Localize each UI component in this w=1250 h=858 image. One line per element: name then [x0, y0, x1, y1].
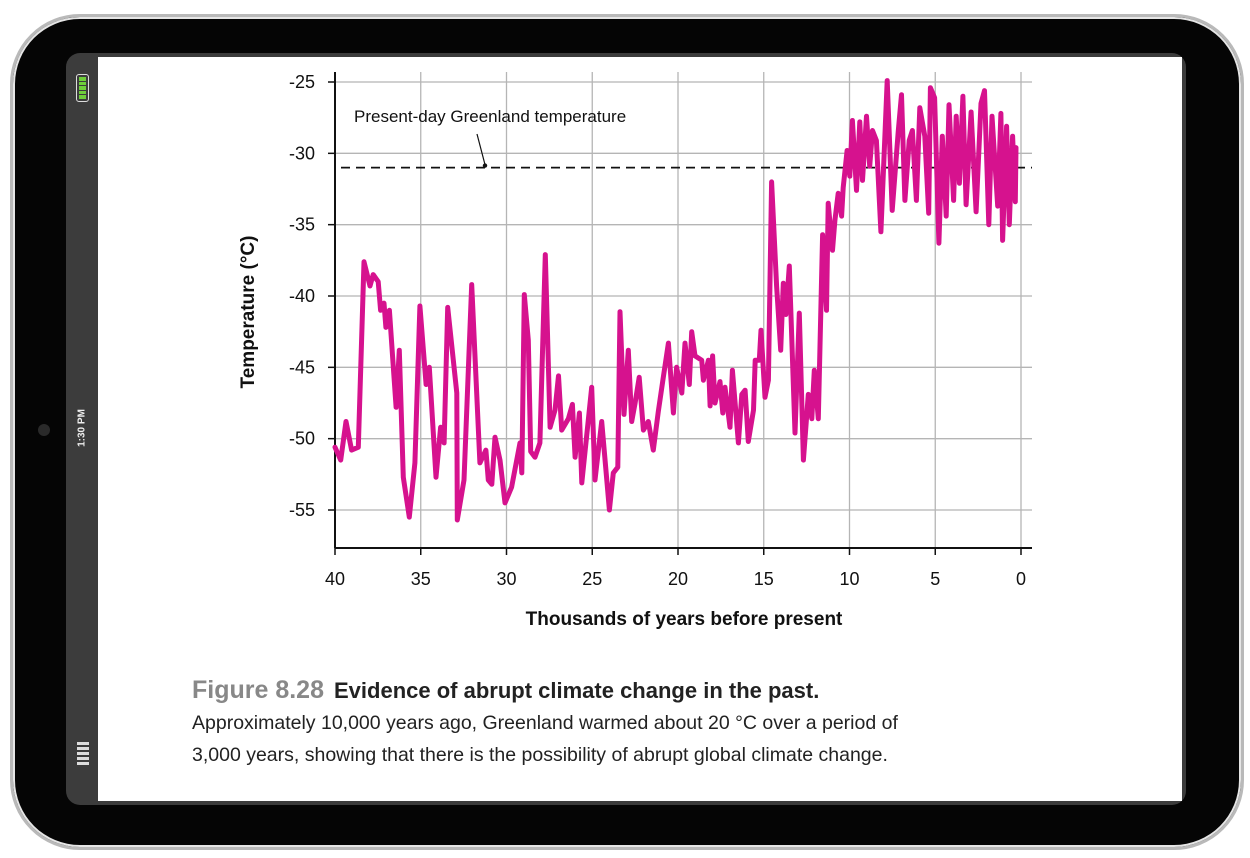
- x-tick-label: 5: [930, 569, 940, 589]
- series-group: [332, 78, 1019, 523]
- battery-icon: [76, 74, 89, 102]
- figure-title: Evidence of abrupt climate change in the…: [334, 678, 820, 703]
- annotation-dot: [482, 163, 488, 168]
- x-tick-label: 0: [1016, 569, 1026, 589]
- y-tick-label: -30: [289, 143, 315, 163]
- x-tick-label: 25: [582, 569, 602, 589]
- x-tick-label: 10: [839, 569, 859, 589]
- y-tick-label: -55: [289, 500, 315, 520]
- caption-line-2: 3,000 years, showing that there is the p…: [192, 744, 888, 766]
- camera-icon: [38, 424, 50, 436]
- annotation-pointer: [476, 133, 486, 165]
- temperature-line: [332, 78, 1019, 523]
- y-tick-label: -35: [289, 215, 315, 235]
- x-tick-label: 15: [754, 569, 774, 589]
- x-tick-label: 35: [411, 569, 431, 589]
- figure-caption: Figure 8.28 Evidence of abrupt climate ch…: [192, 676, 1092, 771]
- x-axis-label: Thousands of years before present: [526, 609, 843, 630]
- axes: 40 35 30 25 20 15 10 5 0 -25 -30 -35 -40 -45 -50 -55: [289, 72, 1032, 589]
- reference-line-label: Present-day Greenland temperature: [354, 107, 626, 126]
- y-tick-label: -50: [289, 429, 315, 449]
- menu-icon[interactable]: [77, 742, 89, 765]
- y-axis-label: Temperature (°C): [238, 236, 259, 389]
- y-tick-label: -45: [289, 357, 315, 377]
- x-tick-label: 20: [668, 569, 688, 589]
- x-tick-label: 40: [325, 569, 345, 589]
- caption-line-1: Approximately 10,000 years ago, Greenlan…: [192, 712, 898, 734]
- y-tick-label: -25: [289, 72, 315, 92]
- y-tick-label: -40: [289, 286, 315, 306]
- figure-number: Figure 8.28: [192, 676, 324, 704]
- x-tick-label: 30: [496, 569, 516, 589]
